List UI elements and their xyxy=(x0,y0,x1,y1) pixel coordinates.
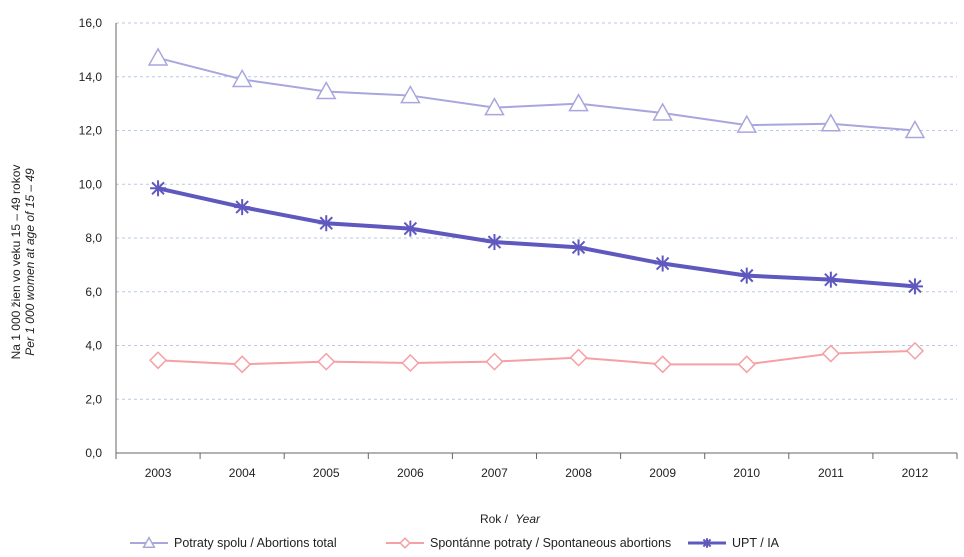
series xyxy=(147,47,926,374)
triangle-marker xyxy=(904,119,926,139)
x-axis-title: Rok / Year xyxy=(480,512,541,526)
diamond-marker xyxy=(399,537,411,549)
star-marker xyxy=(402,220,419,237)
x-tick-label: 2010 xyxy=(733,466,760,480)
y-tick-label: 4,0 xyxy=(85,339,102,353)
diamond-marker xyxy=(401,353,420,373)
x-tick-label: 2011 xyxy=(818,466,844,480)
triangle-marker xyxy=(147,47,169,66)
star-marker xyxy=(906,278,923,295)
star-marker xyxy=(654,255,671,272)
series-line xyxy=(157,56,916,132)
diamond-marker xyxy=(653,355,672,374)
legend-label: Potraty spolu / Abortions total xyxy=(174,536,337,550)
triangle-marker xyxy=(652,102,673,121)
x-tick-label: 2009 xyxy=(649,466,676,480)
star-marker xyxy=(150,180,167,197)
star-marker xyxy=(738,267,755,284)
triangle-marker xyxy=(820,113,842,132)
star-marker xyxy=(318,215,335,232)
x-tick-label: 2012 xyxy=(902,466,929,480)
star-marker xyxy=(486,234,503,251)
triangle-marker xyxy=(484,97,505,116)
triangle-marker xyxy=(231,68,253,88)
y-axis-title-italic: Per 1 000 women at age of 15 – 49 xyxy=(23,168,37,356)
y-tick-label: 14,0 xyxy=(79,70,103,84)
legend: Potraty spolu / Abortions total Spontánne… xyxy=(130,536,780,550)
y-tick-label: 6,0 xyxy=(85,285,102,299)
star-marker xyxy=(822,271,839,288)
triangle-marker xyxy=(142,536,156,548)
y-tick-label: 16,0 xyxy=(79,16,103,30)
diamond-marker xyxy=(233,355,252,374)
triangle-marker xyxy=(568,93,589,112)
star-marker xyxy=(570,239,587,256)
y-tick-label: 12,0 xyxy=(79,124,103,138)
y-axis-title-main: Na 1 000 žien vo veku 15 – 49 rokov xyxy=(9,165,23,360)
y-tick-label: 10,0 xyxy=(79,177,103,191)
y-tick-label: 0,0 xyxy=(85,446,102,460)
y-tick-label: 2,0 xyxy=(85,392,102,406)
triangle-marker xyxy=(400,85,421,104)
diamond-marker xyxy=(148,351,168,370)
x-tick-label: 2003 xyxy=(145,466,172,480)
y-tick-labels: 0,0 2,0 4,0 6,0 8,0 10,0 12,0 14,0 16,0 xyxy=(79,16,103,460)
diamond-marker xyxy=(485,352,504,371)
y-axis-title: Na 1 000 žien vo veku 15 – 49 rokov Per … xyxy=(9,165,37,360)
series-line xyxy=(157,186,916,289)
diamond-marker xyxy=(737,355,756,374)
axes xyxy=(115,23,958,459)
y-tick-label: 8,0 xyxy=(85,231,102,245)
diamond-marker xyxy=(905,341,925,360)
x-tick-label: 2007 xyxy=(481,466,508,480)
x-tick-label: 2008 xyxy=(565,466,592,480)
x-axis-title-italic: Year xyxy=(515,512,541,526)
legend-label: UPT / IA xyxy=(732,536,780,550)
x-axis-title-main: Rok / xyxy=(480,512,509,526)
diamond-marker xyxy=(317,352,336,371)
series-line xyxy=(158,349,915,366)
star-marker xyxy=(234,199,251,216)
triangle-marker xyxy=(315,81,337,100)
triangle-marker xyxy=(736,114,758,133)
x-tick-label: 2005 xyxy=(313,466,340,480)
star-marker xyxy=(702,538,712,548)
x-tick-labels: 2003 2004 2005 2006 2007 2008 2009 2010 2011 2012 xyxy=(145,466,929,480)
x-tick-label: 2006 xyxy=(397,466,424,480)
diamond-marker xyxy=(569,348,588,367)
legend-label: Spontánne potraty / Spontaneous abortion… xyxy=(430,536,671,550)
gridlines xyxy=(116,22,957,400)
diamond-marker xyxy=(821,344,840,363)
x-tick-label: 2004 xyxy=(229,466,256,480)
